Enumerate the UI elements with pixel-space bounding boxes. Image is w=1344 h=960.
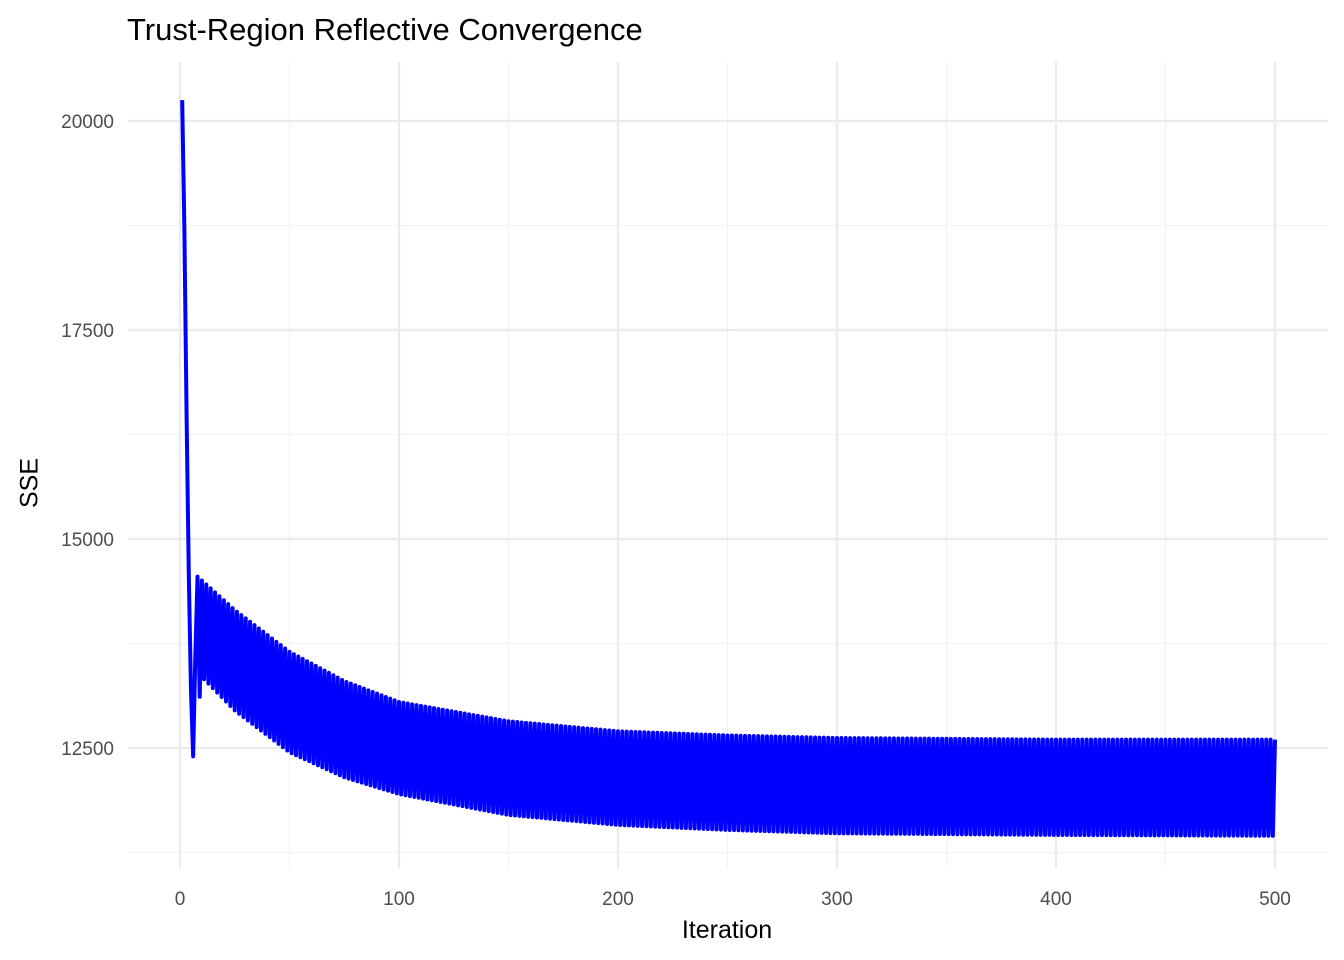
x-tick-label: 200: [602, 889, 634, 910]
x-tick-label: 0: [175, 889, 186, 910]
chart-title: Trust-Region Reflective Convergence: [127, 12, 643, 47]
x-tick-label: 500: [1259, 889, 1291, 910]
y-tick-label: 15000: [61, 530, 114, 551]
sse-line: [180, 100, 1277, 838]
x-tick-label: 400: [1040, 889, 1072, 910]
x-axis-label: Iteration: [681, 916, 773, 944]
x-tick-label: 300: [821, 889, 853, 910]
y-tick-label: 20000: [61, 112, 114, 133]
y-tick-label: 17500: [61, 321, 114, 342]
x-tick-label: 100: [383, 889, 415, 910]
y-tick-label: 12500: [61, 739, 114, 760]
